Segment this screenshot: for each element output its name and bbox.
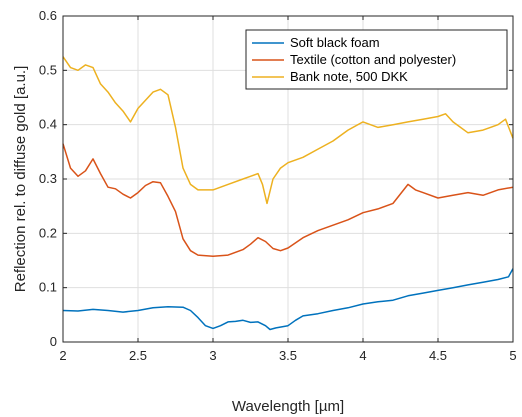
x-tick-label: 3	[209, 348, 216, 363]
y-tick-label: 0	[50, 334, 57, 349]
legend-label: Soft black foam	[290, 35, 380, 50]
x-axis-label: Wavelength [µm]	[232, 398, 344, 415]
legend-label: Textile (cotton and polyester)	[290, 52, 456, 67]
series-line-3	[62, 56, 514, 205]
series-layer	[62, 56, 514, 331]
y-tick-label: 0.5	[39, 62, 57, 77]
x-tick-label: 2	[59, 348, 66, 363]
series-line-2	[62, 143, 514, 257]
y-tick-label: 0.1	[39, 280, 57, 295]
y-axis-label: Reflection rel. to diffuse gold [a.u.]	[12, 66, 29, 293]
legend-box	[245, 29, 508, 90]
y-tick-label: 0.6	[39, 8, 57, 23]
y-tick-label: 0.3	[39, 171, 57, 186]
ticks: 2 2.5 3 3.5 4 4.5 5 0 0.1 0.2 0.3 0.4 0.5 0.6	[39, 8, 517, 363]
x-tick-label: 5	[509, 348, 516, 363]
x-tick-label: 2.5	[129, 348, 147, 363]
legend: Soft black foam Textile (cotton and polye…	[245, 29, 508, 90]
y-tick-label: 0.2	[39, 225, 57, 240]
y-tick-label: 0.4	[39, 117, 57, 132]
series-line-1	[62, 268, 514, 331]
x-tick-label: 3.5	[279, 348, 297, 363]
x-tick-label: 4.5	[429, 348, 447, 363]
legend-label: Bank note, 500 DKK	[290, 69, 408, 84]
x-tick-label: 4	[359, 348, 366, 363]
